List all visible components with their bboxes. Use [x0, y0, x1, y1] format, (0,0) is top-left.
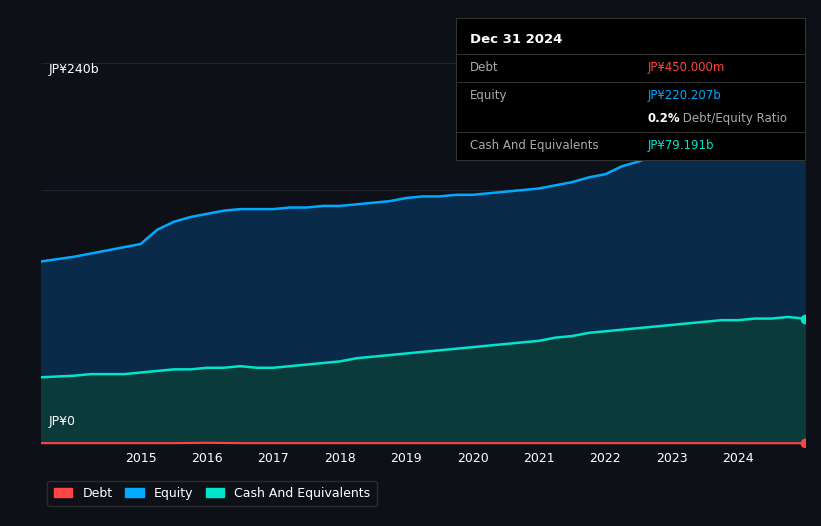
- Text: JP¥0: JP¥0: [48, 415, 76, 428]
- Text: Debt: Debt: [470, 61, 498, 74]
- Text: JP¥79.191b: JP¥79.191b: [648, 139, 714, 152]
- Text: JP¥450.000m: JP¥450.000m: [648, 61, 725, 74]
- Text: Cash And Equivalents: Cash And Equivalents: [470, 139, 599, 152]
- Text: JP¥220.207b: JP¥220.207b: [648, 89, 722, 103]
- Text: Debt/Equity Ratio: Debt/Equity Ratio: [679, 112, 787, 125]
- Text: Dec 31 2024: Dec 31 2024: [470, 33, 562, 46]
- Text: Equity: Equity: [470, 89, 507, 103]
- Text: 0.2%: 0.2%: [648, 112, 680, 125]
- Text: JP¥240b: JP¥240b: [48, 63, 99, 76]
- Legend: Debt, Equity, Cash And Equivalents: Debt, Equity, Cash And Equivalents: [48, 481, 377, 506]
